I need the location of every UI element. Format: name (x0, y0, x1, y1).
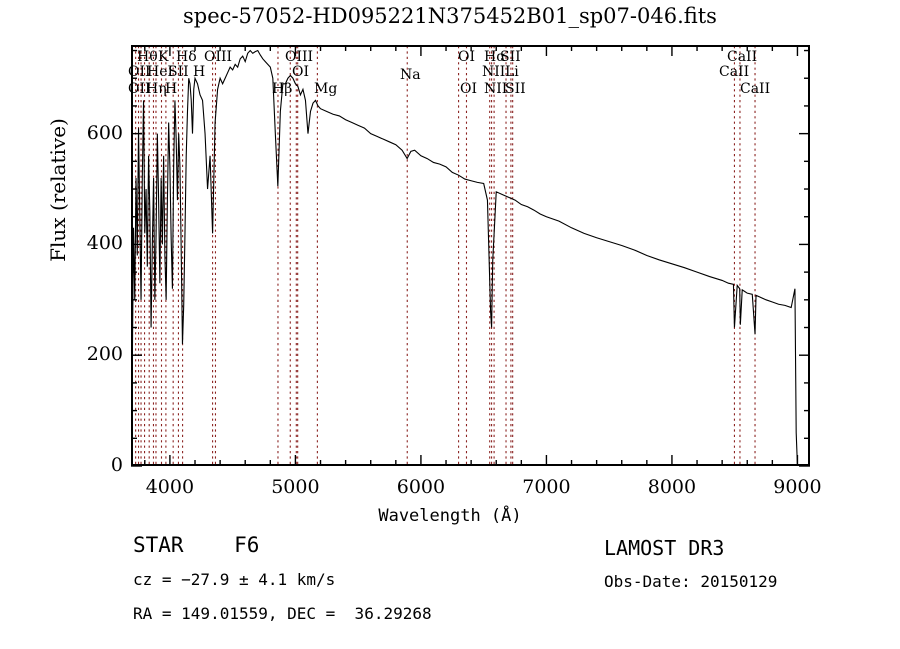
survey-name-text: LAMOST DR3 (604, 536, 725, 560)
spectral-line-label: SII (168, 64, 189, 80)
spectral-line-label: Mg (314, 81, 338, 97)
spectral-line-label: OIII (204, 49, 233, 65)
spectral-line-label: Hδ (176, 49, 197, 65)
spectral-line-label: NII (482, 64, 506, 80)
x-tick-label: 8000 (647, 476, 697, 498)
spectral-line-label: Hη (146, 81, 167, 97)
spectral-line-label: OI (460, 81, 478, 97)
x-axis-label: Wavelength (Å) (378, 506, 522, 526)
spectral-line-label: OI (292, 64, 310, 80)
spectral-line-label: OII (128, 81, 151, 97)
spectral-line-label: H (193, 64, 206, 80)
y-tick-label: 200 (86, 343, 123, 366)
spectral-line-label: NII (484, 81, 508, 97)
spectrum-trace (131, 49, 798, 467)
y-tick-label: 0 (110, 454, 123, 476)
spectral-line-label: Na (400, 67, 421, 83)
spectral-line-label: SII (505, 81, 526, 97)
spectral-line-label: Hα (484, 49, 506, 65)
object-class-text: STAR F6 (133, 533, 260, 557)
spectral-line-label: CaII (727, 49, 758, 65)
y-tick-label: 400 (86, 232, 123, 255)
y-axis-label: Flux (relative) (46, 118, 70, 262)
spectral-line-label: CaII (740, 81, 771, 97)
coordinates-text: RA = 149.01559, DEC = 36.29268 (133, 604, 432, 623)
spectral-line-label: Hθ (137, 49, 158, 65)
obs-date-text: Obs-Date: 20150129 (604, 572, 778, 591)
spectral-line-label: OI (458, 49, 476, 65)
spectral-line-label: Li (505, 64, 519, 80)
redshift-velocity-text: cz = −27.9 ± 4.1 km/s (133, 570, 336, 589)
spectral-line-label: SII (500, 49, 521, 65)
x-tick-label: 5000 (271, 476, 320, 498)
x-tick-label: 4000 (145, 476, 195, 498)
spectral-line-label: OII (128, 64, 151, 80)
x-tick-label: 6000 (396, 476, 446, 498)
spectral-line-label: Hβ (272, 81, 293, 97)
y-tick-label: 600 (86, 121, 123, 144)
spectral-line-label: H (165, 81, 178, 97)
page-title: spec-57052-HD095221N375452B01_sp07-046.f… (183, 4, 717, 28)
x-tick-label: 7000 (522, 476, 571, 498)
x-tick-label: 9000 (773, 476, 822, 498)
spectral-line-label: OIII (285, 49, 314, 65)
spectral-line-label: CaII (719, 64, 750, 80)
spectral-line-label: HeI (147, 64, 174, 80)
plot-frame (131, 45, 810, 466)
spectral-line-label: K (158, 49, 169, 65)
